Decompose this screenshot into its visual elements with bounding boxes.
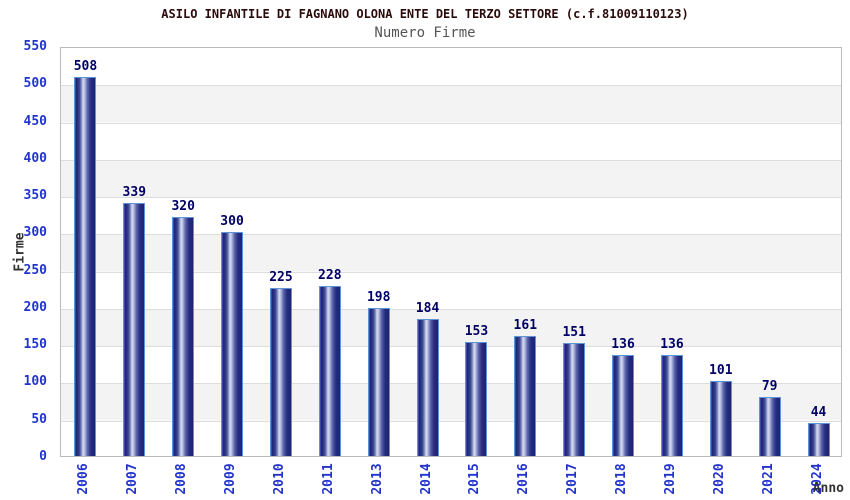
bar-value-label: 44 <box>810 405 827 421</box>
y-tick-label: 400 <box>23 150 47 166</box>
y-tick-label: 300 <box>23 225 47 241</box>
x-tick-label: 2009 <box>223 463 239 495</box>
y-tick-label: 100 <box>23 374 47 390</box>
gridline <box>61 308 841 310</box>
y-tick-label: 450 <box>23 113 47 129</box>
bar-2021 <box>758 397 781 456</box>
bar-value-label: 320 <box>171 199 195 215</box>
gridline <box>61 420 841 422</box>
bar-value-label: 228 <box>318 268 342 284</box>
y-tick-label: 350 <box>23 188 47 204</box>
bar-value-label: 101 <box>709 362 733 378</box>
x-tick-label: 2018 <box>614 463 630 495</box>
chart-subtitle: Numero Firme <box>374 25 476 41</box>
gridline <box>61 122 841 124</box>
bar-2015 <box>465 341 488 456</box>
gridline <box>61 346 841 348</box>
x-tick-label: 2016 <box>516 463 532 495</box>
x-tick-label: 2015 <box>467 463 483 495</box>
y-tick-label: 150 <box>23 337 47 353</box>
gridline <box>61 383 841 385</box>
gridline <box>61 197 841 199</box>
y-tick-label: 50 <box>31 411 47 427</box>
bar-2013 <box>367 308 390 456</box>
y-axis-title: Firme <box>12 232 28 272</box>
x-tick-label: 2020 <box>711 463 727 495</box>
bar-2010 <box>269 288 292 456</box>
x-tick-label: 2007 <box>125 463 141 495</box>
bar-2007 <box>123 203 146 456</box>
gridline <box>61 85 841 87</box>
bar-value-label: 161 <box>513 317 538 333</box>
gridline <box>61 234 841 236</box>
x-axis-title: Anno <box>812 481 844 496</box>
bar-2017 <box>563 343 586 456</box>
bar-value-label: 300 <box>220 214 244 230</box>
gridline <box>61 271 841 273</box>
bar-2024 <box>807 423 830 456</box>
bar-2014 <box>416 318 439 456</box>
bar-2006 <box>74 77 97 456</box>
gridline <box>61 159 841 161</box>
bar-value-label: 136 <box>611 336 635 352</box>
y-tick-label: 550 <box>23 39 47 54</box>
bar-2016 <box>514 335 537 456</box>
bar-value-label: 339 <box>122 185 147 201</box>
bar-value-label: 151 <box>562 325 586 341</box>
bar-value-label: 153 <box>464 323 489 339</box>
y-tick-label: 500 <box>23 76 47 92</box>
chart-title: ASILO INFANTILE DI FAGNANO OLONA ENTE DE… <box>161 7 689 21</box>
bar-2008 <box>172 217 195 456</box>
bar-2020 <box>709 380 732 456</box>
y-tick-label: 0 <box>39 449 47 464</box>
x-tick-label: 2017 <box>565 463 581 495</box>
x-tick-label: 2019 <box>662 463 678 495</box>
x-tick-label: 2010 <box>271 463 287 495</box>
bar-2019 <box>660 354 683 456</box>
x-tick-label: 2021 <box>760 463 776 495</box>
bar-2018 <box>612 354 635 456</box>
x-tick-label: 2011 <box>320 463 336 495</box>
x-tick-label: 2008 <box>174 463 190 495</box>
bar-value-label: 136 <box>660 336 684 352</box>
bar-2009 <box>221 232 244 456</box>
x-tick-label: 2014 <box>418 463 434 495</box>
bar-value-label: 198 <box>366 290 391 306</box>
bar-value-label: 79 <box>761 379 778 395</box>
x-tick-label: 2013 <box>369 463 385 495</box>
y-tick-label: 200 <box>23 299 47 315</box>
bar-2011 <box>318 286 341 456</box>
bar-value-label: 508 <box>73 59 98 75</box>
bar-value-label: 225 <box>269 270 293 286</box>
plot-area: 508 339 320 300 225 228 198 184 153 161 151 136 136 1… <box>60 47 842 457</box>
bar-value-label: 184 <box>415 300 440 316</box>
y-tick-label: 250 <box>23 262 47 278</box>
x-tick-label: 2006 <box>76 463 92 495</box>
